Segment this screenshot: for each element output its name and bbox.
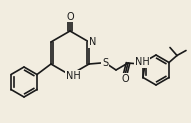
- Text: O: O: [66, 11, 74, 22]
- Text: NH: NH: [66, 71, 81, 81]
- Text: O: O: [122, 74, 129, 84]
- Text: NH: NH: [135, 57, 149, 67]
- Text: S: S: [102, 58, 108, 68]
- Text: N: N: [89, 37, 96, 47]
